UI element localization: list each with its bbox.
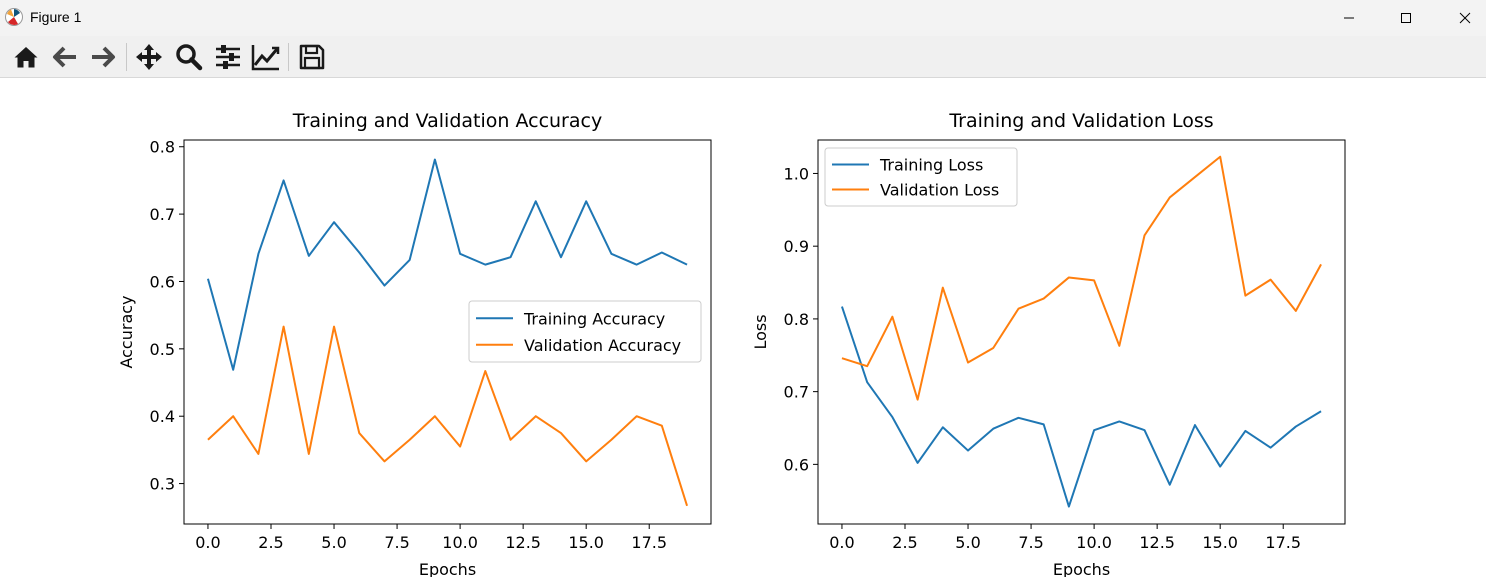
x-tick-label: 12.5 [1139, 533, 1175, 552]
floppy-disk-icon [299, 44, 325, 70]
legend: Training Loss Validation Loss [824, 147, 1018, 207]
y-tick-label: 0.8 [784, 310, 809, 329]
x-tick-label: 0.0 [829, 533, 854, 552]
legend-label: Training Loss [879, 156, 983, 175]
y-tick-label: 0.8 [150, 138, 175, 157]
navigation-toolbar [0, 36, 1486, 78]
x-tick-label: 7.5 [384, 533, 409, 552]
arrow-right-icon [92, 46, 115, 68]
x-tick-label: 2.5 [892, 533, 917, 552]
zoom-button[interactable] [172, 40, 206, 74]
x-tick-label: 2.5 [258, 533, 283, 552]
y-tick-label: 1.0 [784, 164, 809, 183]
legend-label: Validation Loss [880, 181, 999, 200]
home-button[interactable] [9, 40, 43, 74]
arrow-left-icon [53, 46, 76, 68]
y-tick-label: 0.6 [784, 455, 809, 474]
line-chart-icon [251, 45, 280, 71]
pan-button[interactable] [132, 40, 166, 74]
chart-0: Training and Validation Accuracy 0.0 2.5 5.… [117, 110, 712, 579]
toolbar-separator [126, 43, 127, 71]
x-axis-label: Epochs [1053, 560, 1110, 577]
close-button[interactable] [1436, 0, 1486, 36]
window-title: Figure 1 [30, 9, 82, 25]
sliders-icon [216, 45, 240, 69]
magnifier-icon [176, 44, 203, 71]
x-tick-label: 10.0 [442, 533, 478, 552]
maximize-icon [1401, 13, 1411, 23]
y-tick-label: 0.9 [784, 237, 809, 256]
y-tick-label: 0.4 [150, 407, 175, 426]
legend-label: Validation Accuracy [524, 336, 681, 355]
y-tick-label: 0.5 [150, 340, 175, 359]
configure-subplots-button[interactable] [211, 40, 245, 74]
move-icon [136, 44, 162, 70]
close-icon [1459, 12, 1471, 24]
x-tick-label: 15.0 [568, 533, 604, 552]
save-button[interactable] [295, 40, 329, 74]
home-icon [14, 47, 38, 68]
x-tick-label: 17.5 [631, 533, 667, 552]
x-tick-label: 17.5 [1265, 533, 1301, 552]
y-tick-label: 0.3 [150, 475, 175, 494]
figure-canvas[interactable]: Training and Validation Accuracy 0.0 2.5 5.… [0, 78, 1486, 579]
x-tick-label: 15.0 [1202, 533, 1238, 552]
y-tick-label: 0.7 [150, 205, 175, 224]
legend: Training Accuracy Validation Accuracy [468, 300, 702, 363]
minimize-button[interactable] [1320, 0, 1378, 36]
window-title-bar: Figure 1 [0, 0, 1486, 36]
y-tick-label: 0.7 [784, 383, 809, 402]
x-tick-label: 5.0 [321, 533, 346, 552]
x-tick-label: 7.5 [1018, 533, 1043, 552]
x-tick-label: 0.0 [195, 533, 220, 552]
legend-frame [824, 147, 1018, 207]
x-tick-label: 10.0 [1076, 533, 1112, 552]
back-button[interactable] [48, 40, 82, 74]
y-axis-label: Accuracy [117, 295, 136, 368]
series-line-0 [841, 306, 1322, 508]
legend-label: Training Accuracy [523, 309, 665, 328]
series-line-1 [841, 155, 1322, 401]
chart-title: Training and Validation Accuracy [292, 110, 602, 132]
maximize-button[interactable] [1377, 0, 1435, 36]
chart-1: Training and Validation Loss 0.0 2.5 5.0 7.5… [751, 110, 1346, 579]
y-axis-label: Loss [751, 314, 770, 349]
minimize-icon [1344, 17, 1354, 19]
x-axis-label: Epochs [419, 560, 476, 577]
x-tick-label: 5.0 [955, 533, 980, 552]
series-line-0 [206, 158, 688, 371]
plot-area [817, 139, 1346, 525]
edit-axes-button[interactable] [249, 40, 283, 74]
series-line-1 [207, 325, 689, 507]
toolbar-separator [288, 43, 289, 71]
chart-title: Training and Validation Loss [948, 110, 1213, 132]
forward-button[interactable] [86, 40, 120, 74]
legend-frame [468, 300, 702, 363]
x-tick-label: 12.5 [505, 533, 541, 552]
y-tick-label: 0.6 [150, 272, 175, 291]
app-logo-icon [5, 8, 23, 26]
